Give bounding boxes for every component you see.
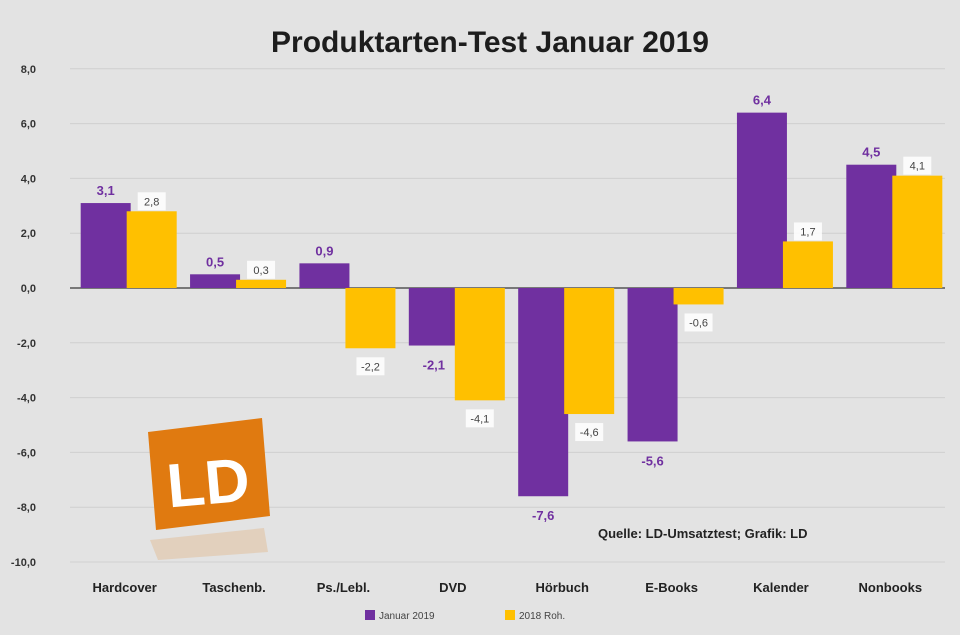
y-tick-label: 8,0 (21, 64, 36, 76)
bar-2018 (345, 288, 396, 349)
data-label: -4,6 (580, 427, 599, 439)
legend: Januar 2019 2018 Roh. (365, 610, 565, 622)
data-label: 0,3 (253, 265, 268, 277)
bar-januar-2019 (408, 288, 459, 346)
data-label: 2,8 (144, 196, 159, 208)
bar-2018 (782, 241, 833, 288)
y-tick-label: -4,0 (17, 393, 36, 405)
y-tick-label: -6,0 (17, 447, 36, 459)
x-tick-label: Kalender (753, 580, 809, 595)
data-labels: 3,1 2,8 0,5 0,3 0,9 -2,2 -2,1 -4,1 -7,6 -4,6 -5,6 -… (97, 93, 932, 523)
data-label: 4,1 (910, 161, 925, 173)
data-label: 4,5 (862, 145, 880, 160)
bar-januar-2019 (846, 164, 897, 288)
y-tick-label: -2,0 (17, 338, 36, 350)
legend-swatch (505, 610, 515, 620)
data-label: 1,7 (800, 226, 815, 238)
y-tick-label: 6,0 (21, 119, 36, 131)
data-label: -2,2 (361, 361, 380, 373)
bar-2018 (236, 279, 287, 288)
data-label: -2,1 (423, 358, 445, 373)
data-label: -7,6 (532, 508, 554, 523)
legend-label: Januar 2019 (379, 611, 435, 622)
bar-2018 (126, 211, 177, 288)
data-label: 3,1 (97, 183, 115, 198)
data-label-box (575, 423, 604, 442)
y-tick-label: 4,0 (21, 173, 36, 185)
bars (80, 112, 943, 497)
x-axis: Hardcover Taschenb. Ps./Lebl. DVD Hörbuch E-B… (93, 580, 923, 595)
x-tick-label: Taschenb. (202, 580, 265, 595)
bar-2018 (673, 288, 724, 305)
data-label-box (793, 222, 822, 241)
y-tick-label: 2,0 (21, 228, 36, 240)
data-label-box (684, 313, 713, 332)
data-label-box (356, 357, 385, 376)
y-tick-label: -10,0 (11, 557, 36, 569)
x-tick-label: E-Books (645, 580, 698, 595)
bar-januar-2019 (80, 203, 131, 288)
y-tick-label: 0,0 (21, 283, 36, 295)
bar-2018 (454, 288, 505, 401)
bar-januar-2019 (518, 288, 569, 497)
data-label-box (137, 192, 166, 211)
bar-2018 (564, 288, 615, 415)
data-label-box (247, 260, 276, 279)
bar-2018 (892, 175, 943, 288)
data-label: 6,4 (753, 93, 772, 108)
x-tick-label: Ps./Lebl. (317, 580, 370, 595)
y-axis: 8,0 6,0 4,0 2,0 0,0 -2,0 -4,0 -6,0 -8,0 -10,0 (11, 64, 36, 569)
data-label: -5,6 (641, 453, 663, 468)
ld-logo: LD (148, 418, 270, 560)
x-tick-label: DVD (439, 580, 466, 595)
bar-januar-2019 (736, 112, 787, 288)
logo-text: LD (164, 446, 252, 522)
x-tick-label: Hardcover (93, 580, 157, 595)
data-label-box (903, 156, 932, 175)
data-label: 0,5 (206, 254, 224, 269)
y-tick-label: -8,0 (17, 502, 36, 514)
chart-title: Produktarten-Test Januar 2019 (271, 26, 709, 59)
data-label-box (465, 409, 494, 428)
data-label: -4,1 (470, 413, 489, 425)
legend-label: 2018 Roh. (519, 611, 565, 622)
x-tick-label: Nonbooks (859, 580, 923, 595)
data-label: 0,9 (315, 243, 333, 258)
source-annotation: Quelle: LD-Umsatztest; Grafik: LD (598, 526, 807, 541)
x-tick-label: Hörbuch (535, 580, 589, 595)
legend-swatch (365, 610, 375, 620)
bar-januar-2019 (627, 288, 678, 442)
bar-januar-2019 (190, 274, 241, 288)
bar-januar-2019 (299, 263, 350, 288)
data-label: -0,6 (689, 317, 708, 329)
